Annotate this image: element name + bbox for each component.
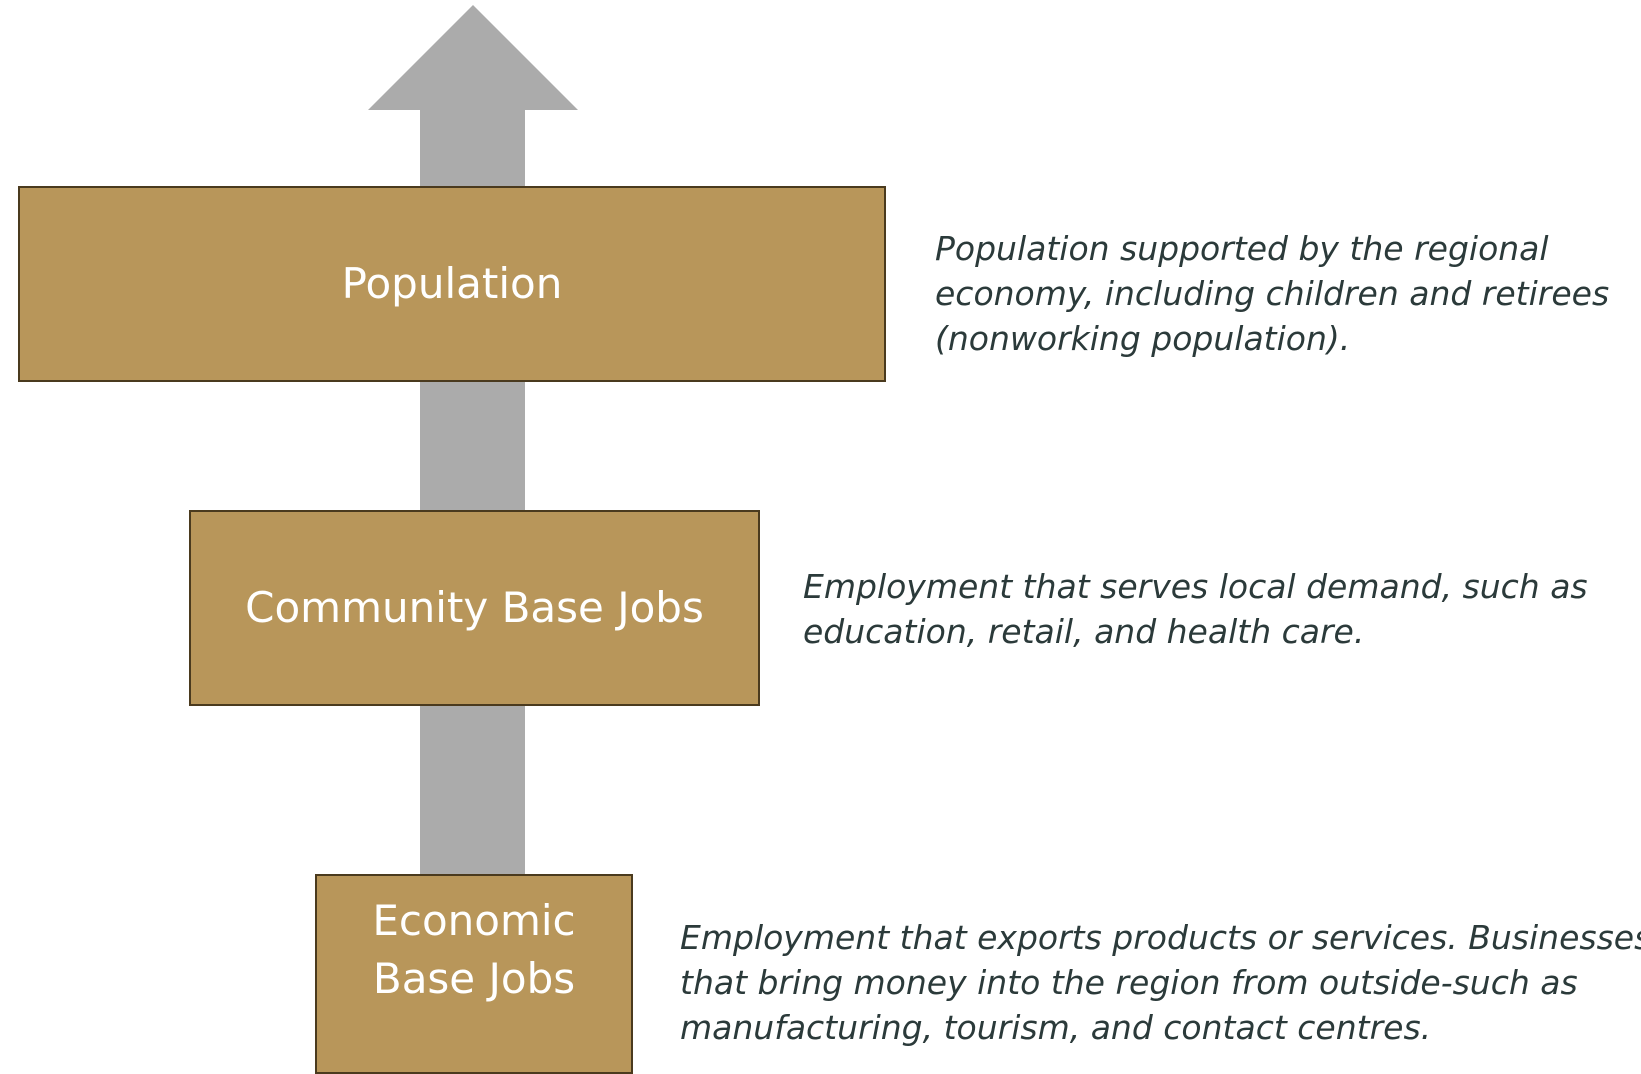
node-box: Economic Base Jobs	[315, 874, 633, 1074]
node-label: Population	[341, 259, 563, 308]
description-line: manufacturing, tourism, and contact cent…	[680, 1008, 1432, 1047]
description-line: Employment that exports products or serv…	[680, 918, 1641, 957]
arrow-shape	[368, 5, 578, 880]
node-description: Employment that serves local demand, suc…	[803, 564, 1588, 654]
description-line: (nonworking population).	[935, 319, 1351, 358]
node-description: Population supported by the regional eco…	[935, 226, 1609, 361]
node-label: Economic Base Jobs	[372, 896, 576, 1003]
node-description: Employment that exports products or serv…	[680, 915, 1641, 1050]
node-box: Community Base Jobs	[189, 510, 760, 706]
node-label: Community Base Jobs	[245, 583, 704, 632]
description-line: economy, including children and retirees	[935, 274, 1610, 313]
description-line: education, retail, and health care.	[803, 612, 1365, 651]
description-line: that bring money into the region from ou…	[680, 963, 1578, 1002]
node-box: Population	[18, 186, 886, 382]
description-line: Population supported by the regional	[935, 229, 1549, 268]
description-line: Employment that serves local demand, suc…	[803, 567, 1588, 606]
